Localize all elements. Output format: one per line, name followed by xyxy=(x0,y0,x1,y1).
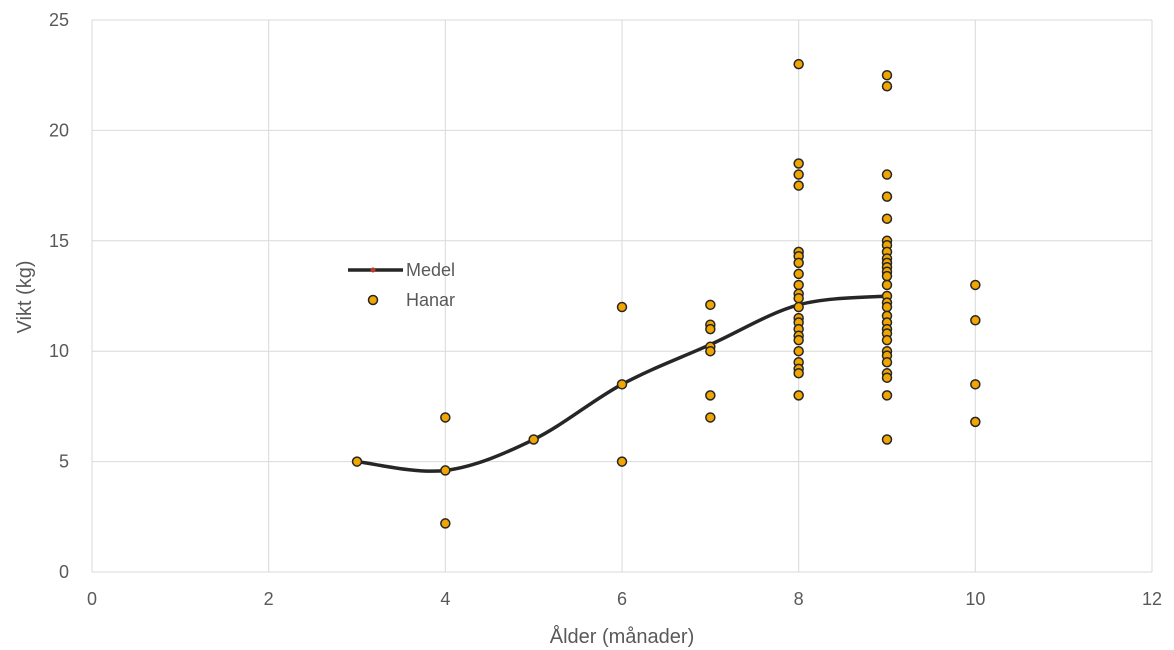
data-point xyxy=(793,180,804,191)
data-point xyxy=(440,412,451,423)
data-point xyxy=(793,390,804,401)
data-point xyxy=(970,279,981,291)
data-point xyxy=(881,191,893,202)
x-tick-label: 12 xyxy=(1142,589,1162,609)
x-tick-label: 6 xyxy=(617,589,627,609)
data-point xyxy=(705,323,716,335)
data-point xyxy=(793,301,804,313)
legend-label-hanar: Hanar xyxy=(406,290,455,310)
series-hanar xyxy=(351,58,981,529)
x-tick-label: 2 xyxy=(264,589,274,609)
data-point xyxy=(705,299,716,311)
y-tick-label: 15 xyxy=(49,231,69,251)
x-tick-label: 0 xyxy=(87,589,97,609)
data-point xyxy=(881,334,893,346)
y-tick-label: 10 xyxy=(49,341,69,361)
x-tick-label: 8 xyxy=(794,589,804,609)
legend-label-medel: Medel xyxy=(406,260,455,280)
data-point xyxy=(793,368,804,379)
data-point xyxy=(793,345,804,357)
data-point xyxy=(440,518,451,529)
legend: Medel Hanar xyxy=(348,260,455,310)
data-point xyxy=(793,169,804,180)
data-point xyxy=(881,434,893,445)
data-point xyxy=(970,315,981,326)
y-tick-label: 20 xyxy=(49,120,69,140)
data-point xyxy=(705,412,716,423)
data-point xyxy=(881,270,893,282)
data-point xyxy=(440,465,451,476)
y-tick-label: 25 xyxy=(49,10,69,30)
data-point xyxy=(793,292,804,304)
data-point xyxy=(881,301,893,313)
data-point xyxy=(528,434,539,445)
data-point xyxy=(793,257,804,269)
data-point xyxy=(881,372,893,383)
data-point xyxy=(881,169,893,180)
y-axis-title: Vikt (kg) xyxy=(14,261,36,334)
data-point xyxy=(351,456,363,467)
data-point xyxy=(793,279,804,291)
data-point xyxy=(616,379,628,390)
data-point xyxy=(881,356,893,368)
data-point xyxy=(881,279,893,291)
tick-labels: 0 2 4 6 8 10 12 0 5 10 15 20 25 xyxy=(49,10,1162,609)
data-point xyxy=(881,390,893,401)
legend-point-swatch xyxy=(367,294,379,306)
data-point xyxy=(616,456,628,467)
gridlines xyxy=(91,19,1153,573)
x-axis-title: Ålder (månader) xyxy=(550,625,695,648)
legend-line-marker xyxy=(370,267,376,273)
data-point xyxy=(793,158,804,169)
y-tick-label: 0 xyxy=(59,562,69,582)
data-point xyxy=(881,80,893,92)
x-tick-label: 4 xyxy=(440,589,450,609)
data-point xyxy=(793,334,804,346)
data-point xyxy=(793,58,804,70)
data-point xyxy=(705,390,716,401)
data-point xyxy=(705,345,716,357)
y-tick-label: 5 xyxy=(59,452,69,472)
x-tick-label: 10 xyxy=(965,589,985,609)
data-point xyxy=(793,268,804,280)
data-point xyxy=(616,301,628,313)
data-point xyxy=(970,379,981,390)
data-point xyxy=(881,69,893,81)
data-point xyxy=(881,213,893,224)
data-point xyxy=(970,416,981,428)
